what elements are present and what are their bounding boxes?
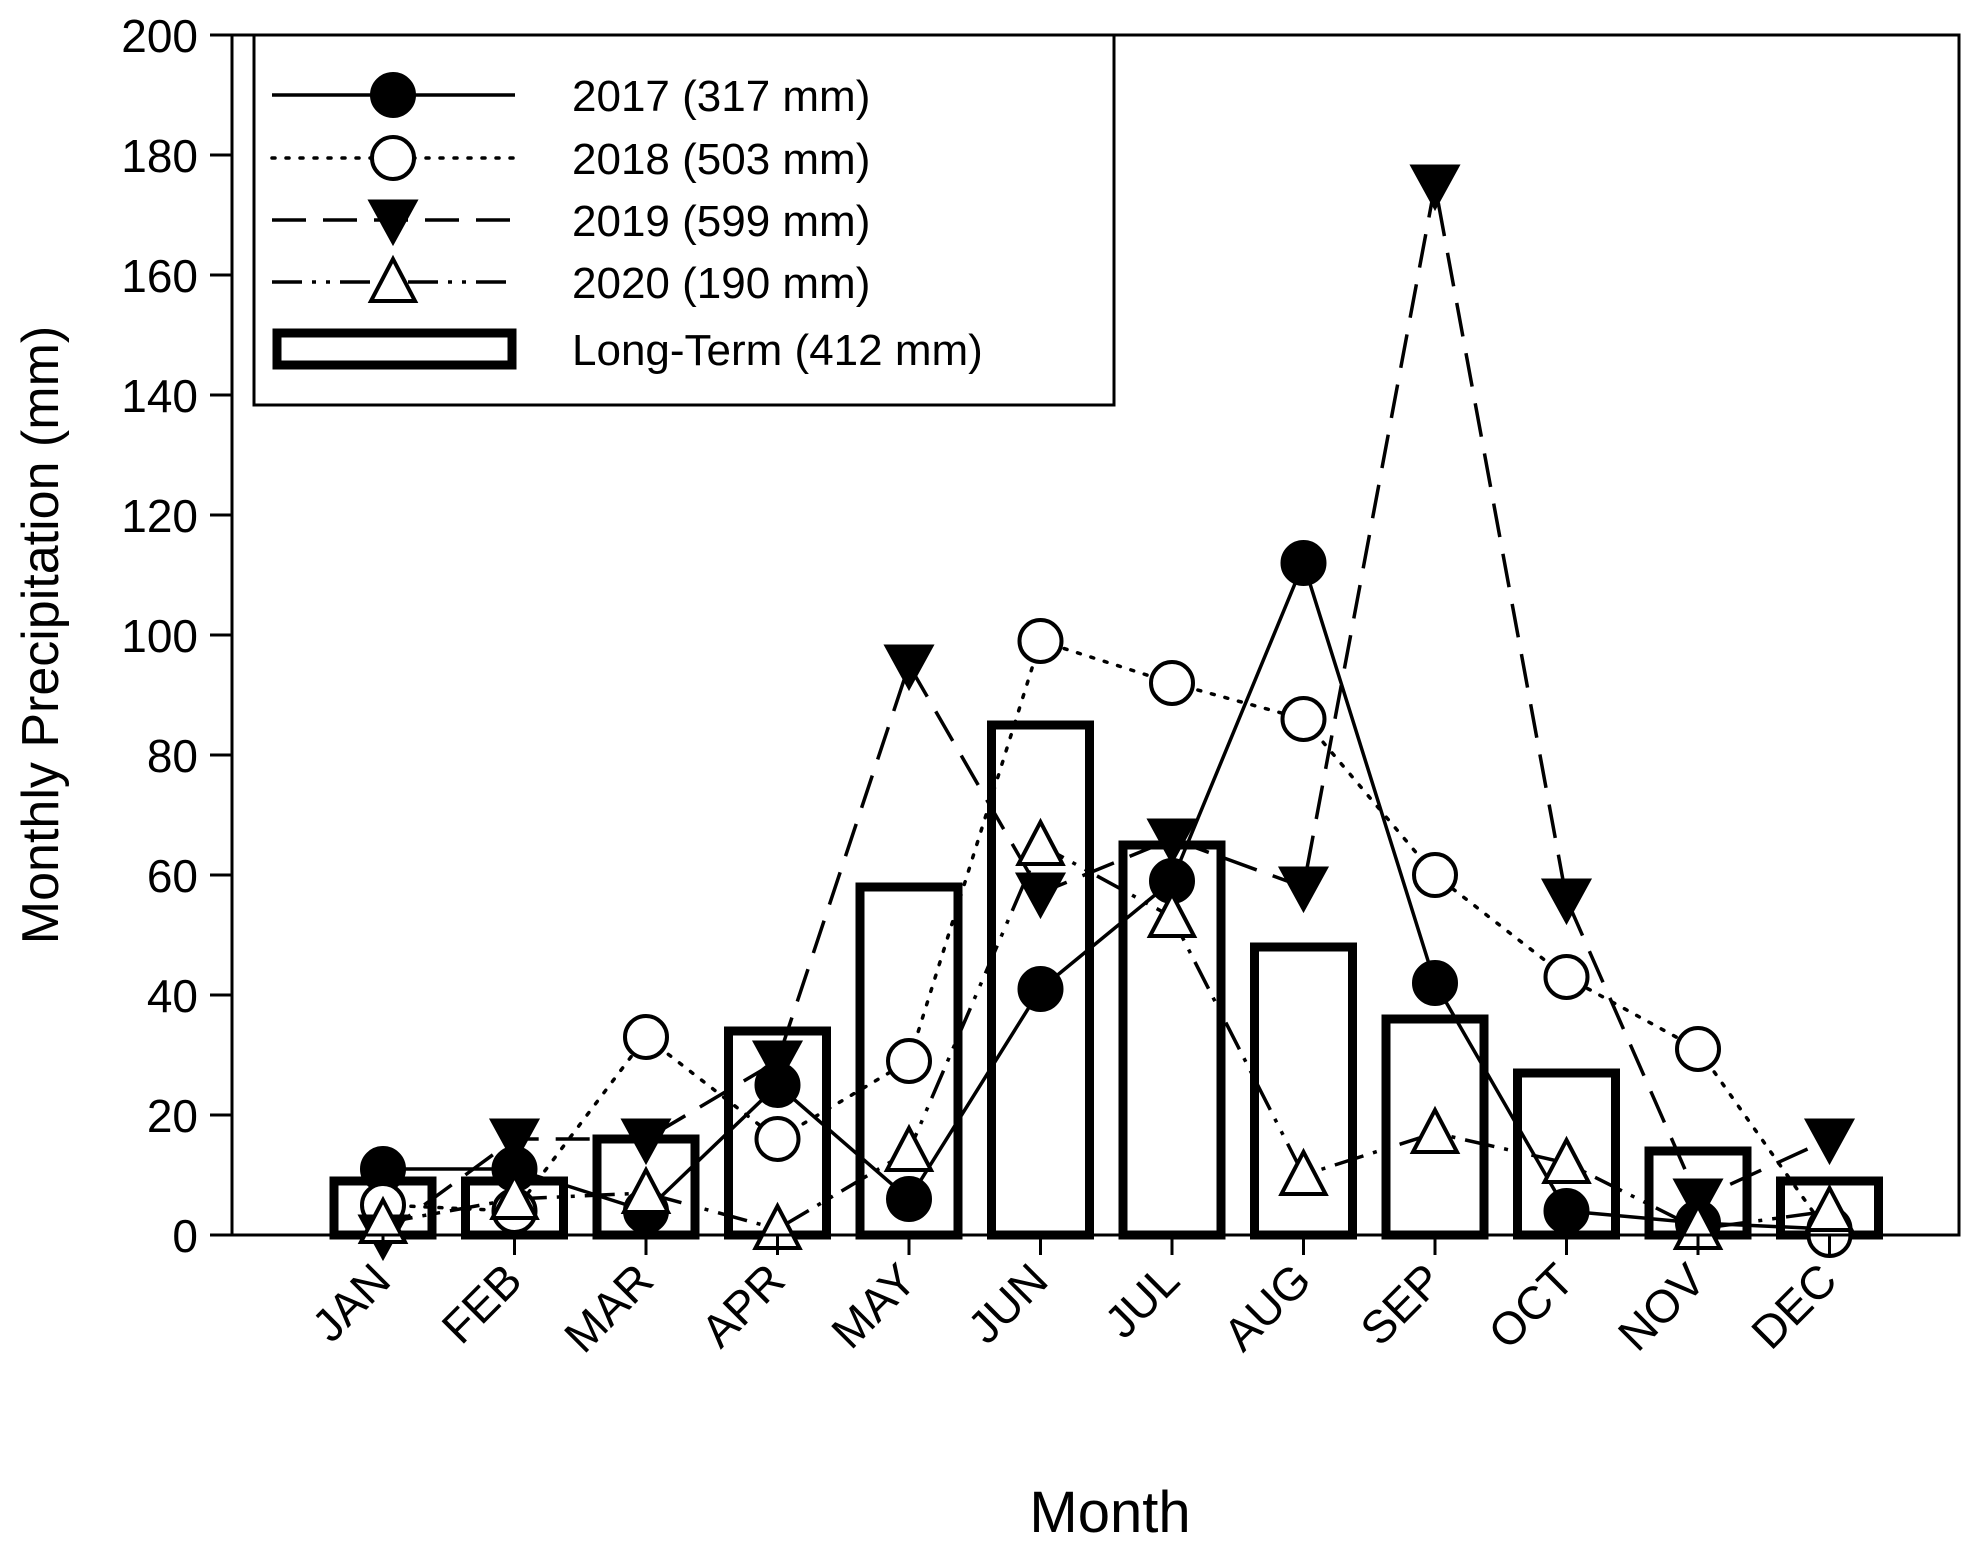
marker-series-3-nov [1672, 1178, 1724, 1226]
legend-label-3: 2019 (599 mm) [572, 197, 870, 246]
series-line-4 [382, 843, 1830, 1231]
y-tick-label: 0 [172, 1210, 198, 1262]
legend-marker-2 [370, 135, 416, 181]
y-tick-label: 200 [121, 10, 198, 62]
marker-series-4-may [883, 1123, 935, 1172]
y-tick-label: 140 [121, 370, 198, 422]
marker-series-3-dec [1803, 1118, 1856, 1166]
marker-series-1-sep [1412, 960, 1458, 1006]
x-axis-label: Month [1029, 1480, 1190, 1545]
marker-series-2-aug [1280, 696, 1327, 742]
y-tick-label: 100 [121, 610, 198, 662]
legend-marker-4 [367, 254, 419, 303]
legend-marker-3 [367, 199, 419, 247]
marker-series-3-may [883, 644, 935, 692]
legend-label-2: 2018 (503 mm) [572, 135, 870, 184]
marker-series-1-may [886, 1176, 932, 1222]
y-tick-label: 120 [121, 490, 198, 542]
bar-aug [1250, 942, 1357, 1240]
y-tick-label: 20 [147, 1090, 198, 1142]
marker-series-3-jul [1146, 818, 1198, 866]
marker-series-4-oct [1541, 1135, 1592, 1184]
y-axis: 0 20 40 60 80 100 120 140 160 180 200 [121, 10, 232, 1262]
marker-series-4-aug [1278, 1147, 1329, 1196]
marker-series-4-jul [1146, 889, 1198, 938]
marker-series-2-nov [1675, 1026, 1721, 1072]
marker-series-2-mar [623, 1014, 669, 1060]
legend-label-4: 2020 (190 mm) [572, 259, 870, 308]
legend-bar-swatch [272, 328, 517, 370]
y-tick-label: 80 [147, 730, 198, 782]
marker-series-2-sep [1412, 852, 1458, 898]
marker-series-3-apr [751, 1040, 804, 1088]
marker-series-3-mar [620, 1118, 672, 1166]
marker-series-2-jun [1017, 618, 1064, 664]
y-axis-label: Monthly Precipitation (mm) [12, 326, 70, 944]
marker-series-1-aug [1280, 540, 1327, 586]
marker-series-2-jul [1149, 660, 1195, 706]
marker-series-4-dec [1804, 1183, 1855, 1232]
marker-series-2-may [886, 1038, 932, 1084]
y-tick-label: 160 [121, 250, 198, 302]
marker-series-4-sep [1409, 1105, 1461, 1154]
series-line-2 [381, 639, 1832, 1237]
marker-series-3-sep [1409, 164, 1461, 212]
legend-label-1: 2017 (317 mm) [572, 72, 870, 121]
marker-series-4-feb [489, 1171, 540, 1220]
marker-series-2-apr [754, 1116, 801, 1162]
legend-label-bars: Long-Term (412 mm) [572, 326, 983, 375]
marker-series-1-jun [1017, 966, 1064, 1012]
y-tick-label: 40 [147, 970, 198, 1022]
legend: 2017 (317 mm) 2018 (503 mm) 2019 (599 mm) 2… [252, 33, 1116, 407]
marker-series-4-mar [620, 1165, 672, 1214]
series-line-3 [381, 183, 1831, 1237]
markers-layer [357, 164, 1856, 1262]
legend-marker-1 [370, 72, 416, 118]
marker-series-2-oct [1543, 954, 1590, 1000]
y-tick-label: 180 [121, 130, 198, 182]
marker-series-4-jun [1015, 817, 1066, 866]
y-tick-label: 60 [147, 850, 198, 902]
marker-series-3-feb [488, 1118, 541, 1166]
marker-series-1-oct [1543, 1188, 1590, 1234]
marker-series-3-aug [1277, 866, 1330, 914]
marker-series-3-jun [1014, 872, 1067, 920]
marker-series-3-oct [1540, 878, 1593, 926]
